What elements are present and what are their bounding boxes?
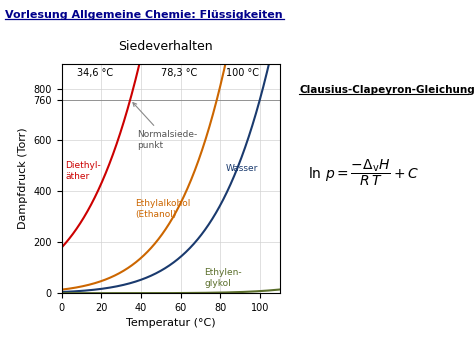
Text: Clausius-Clapeyron-Gleichung: Clausius-Clapeyron-Gleichung — [299, 85, 474, 95]
Text: Vorlesung Allgemeine Chemie: Flüssigkeiten: Vorlesung Allgemeine Chemie: Flüssigkeit… — [5, 10, 283, 20]
Text: Siedeverhalten: Siedeverhalten — [118, 40, 213, 54]
Text: Wasser: Wasser — [226, 164, 258, 173]
Text: Normalsiede-
punkt: Normalsiede- punkt — [133, 103, 197, 150]
Text: 78,3 °C: 78,3 °C — [161, 68, 197, 78]
Text: 100 °C: 100 °C — [226, 68, 259, 78]
Text: Ethylen-
glykol: Ethylen- glykol — [204, 268, 242, 287]
X-axis label: Temperatur (°C): Temperatur (°C) — [126, 318, 216, 329]
Text: $\ln\,p = \dfrac{-\Delta_{\mathrm{v}}H}{R\,T} + C$: $\ln\,p = \dfrac{-\Delta_{\mathrm{v}}H}{… — [308, 157, 419, 188]
Text: 34,6 °C: 34,6 °C — [77, 68, 114, 78]
Y-axis label: Dampfdruck (Torr): Dampfdruck (Torr) — [18, 128, 28, 229]
Text: Diethyl-
äther: Diethyl- äther — [65, 161, 101, 181]
Text: Ethylalkohol
(Ethanol): Ethylalkohol (Ethanol) — [135, 200, 191, 219]
